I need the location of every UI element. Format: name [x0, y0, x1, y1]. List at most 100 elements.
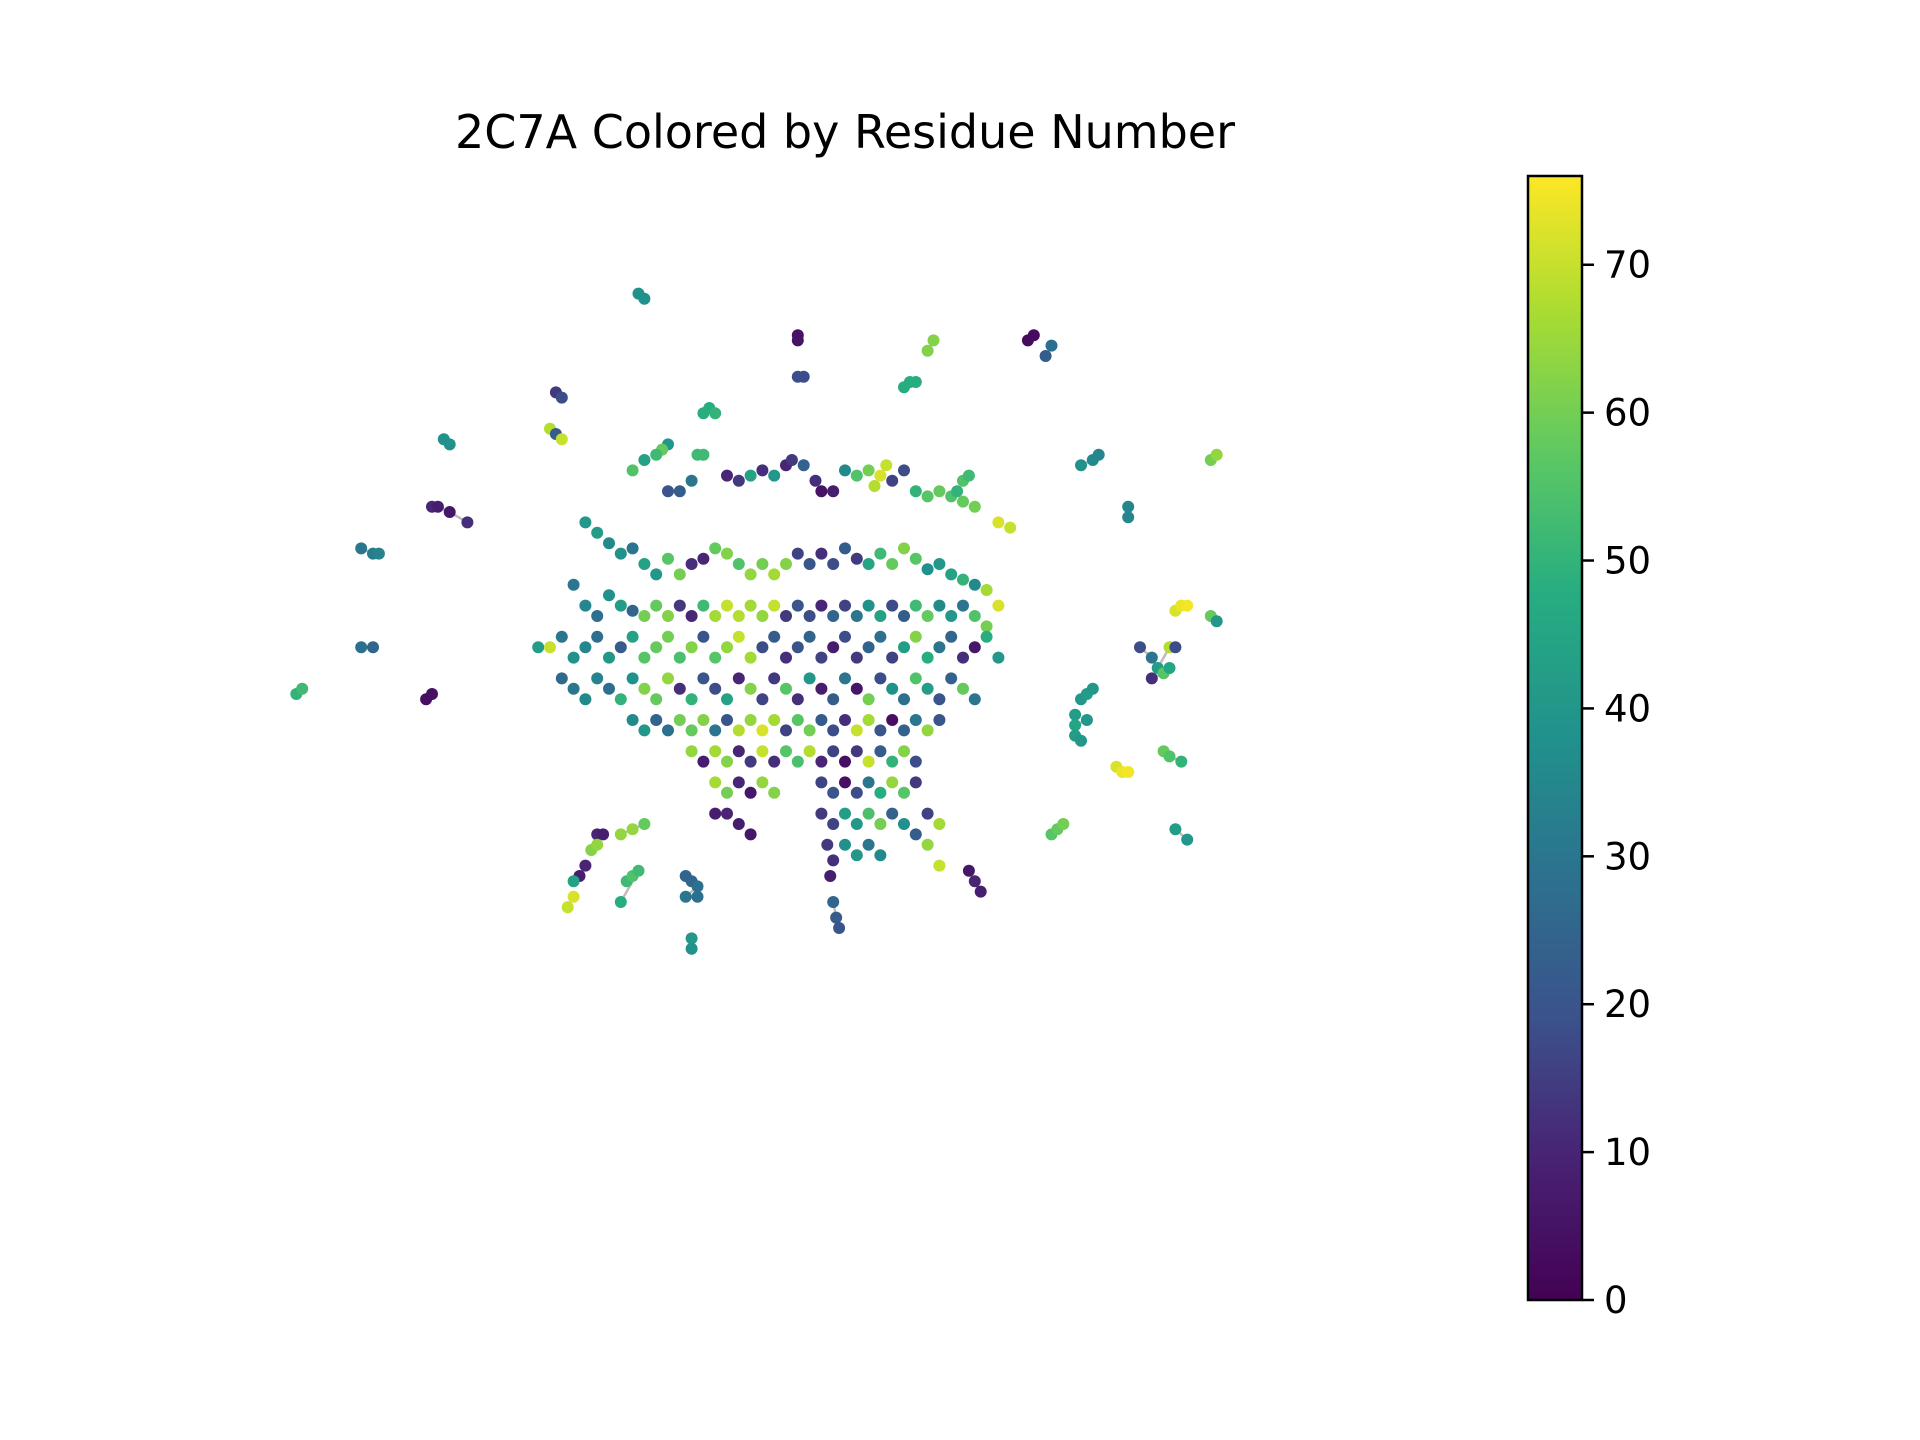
graph-node — [1045, 339, 1058, 352]
graph-node — [839, 464, 851, 477]
graph-node — [650, 448, 663, 461]
graph-node — [685, 610, 698, 622]
graph-node — [355, 542, 368, 555]
graph-node — [1210, 448, 1223, 461]
graph-node — [555, 391, 568, 404]
graph-node — [1092, 448, 1105, 461]
graph-node — [886, 776, 899, 789]
graph-node — [1075, 459, 1087, 472]
graph-node — [638, 651, 651, 664]
graph-node — [839, 755, 851, 768]
graph-node — [898, 786, 910, 799]
graph-node — [756, 693, 769, 706]
graph-node — [1163, 750, 1176, 763]
graph-node — [768, 568, 781, 581]
graph-node — [839, 776, 851, 789]
graph-node — [945, 568, 958, 581]
graph-node — [962, 469, 975, 482]
graph-nodes — [290, 287, 1223, 955]
graph-node — [709, 407, 722, 420]
graph-node — [650, 714, 663, 726]
graph-node — [980, 620, 993, 633]
graph-node — [744, 682, 757, 695]
graph-node — [868, 480, 881, 492]
graph-node — [603, 589, 615, 602]
graph-node — [898, 464, 910, 477]
graph-node — [898, 745, 910, 758]
graph-node — [827, 558, 840, 570]
graph-node — [898, 641, 910, 654]
graph-node — [791, 693, 804, 706]
graph-node — [791, 641, 804, 654]
graph-node — [898, 818, 910, 830]
graph-node — [921, 610, 934, 622]
graph-node — [632, 864, 645, 877]
graph-node — [815, 776, 828, 789]
graph-node — [721, 469, 733, 482]
graph-node — [968, 641, 981, 654]
graph-node — [898, 610, 910, 622]
graph-node — [626, 464, 639, 477]
graph-node — [803, 558, 816, 570]
graph-node — [886, 474, 899, 487]
graph-node — [697, 630, 710, 643]
graph-node — [850, 818, 863, 830]
graph-node — [1075, 734, 1087, 747]
graph-node — [732, 724, 745, 737]
colorbar: 0 10 20 30 40 50 60 70 — [1526, 174, 1651, 1322]
graph-node — [673, 651, 686, 664]
graph-node — [626, 604, 639, 617]
colorbar-tick-label: 20 — [1604, 983, 1651, 1026]
graph-node — [614, 599, 627, 612]
graph-node — [709, 542, 722, 555]
graph-node — [650, 599, 663, 612]
graph-node — [945, 672, 958, 685]
graph-node — [673, 714, 686, 726]
graph-node — [614, 896, 627, 908]
graph-node — [697, 552, 710, 565]
graph-node — [614, 641, 627, 654]
graph-node — [791, 334, 804, 347]
graph-node — [426, 688, 438, 700]
graph-node — [827, 786, 840, 799]
graph-node — [744, 651, 757, 664]
graph-node — [355, 641, 368, 654]
graph-node — [721, 641, 733, 654]
graph-node — [909, 485, 922, 498]
graph-node — [721, 755, 733, 768]
graph-node — [827, 724, 840, 737]
graph-node — [862, 807, 875, 820]
graph-node — [992, 651, 1005, 664]
graph-node — [839, 542, 851, 555]
graph-node — [709, 651, 722, 664]
graph-node — [824, 870, 837, 882]
graph-node — [614, 828, 627, 841]
graph-node — [898, 542, 910, 555]
graph-node — [744, 568, 757, 581]
graph-node — [1004, 521, 1017, 534]
graph-node — [756, 558, 769, 570]
graph-node — [827, 896, 840, 908]
graph-node — [709, 745, 722, 758]
graph-node — [850, 745, 863, 758]
graph-node — [821, 838, 834, 851]
graph-node — [662, 485, 674, 498]
graph-node — [296, 682, 309, 695]
graph-node — [697, 672, 710, 685]
graph-node — [974, 885, 987, 898]
graph-node — [921, 682, 934, 695]
graph-node — [909, 599, 922, 612]
graph-node — [662, 552, 674, 565]
colorbar-frame — [1526, 174, 1584, 1302]
colorbar-gradient — [1528, 176, 1582, 1300]
graph-node — [874, 786, 887, 799]
graph-node — [756, 610, 769, 622]
graph-node — [756, 641, 769, 654]
graph-node — [803, 610, 816, 622]
graph-node — [850, 786, 863, 799]
graph-node — [626, 714, 639, 726]
graph-node — [815, 807, 828, 820]
graph-node — [933, 818, 946, 830]
graph-node — [780, 610, 792, 622]
chart-title: 2C7A Colored by Residue Number — [455, 105, 1235, 159]
